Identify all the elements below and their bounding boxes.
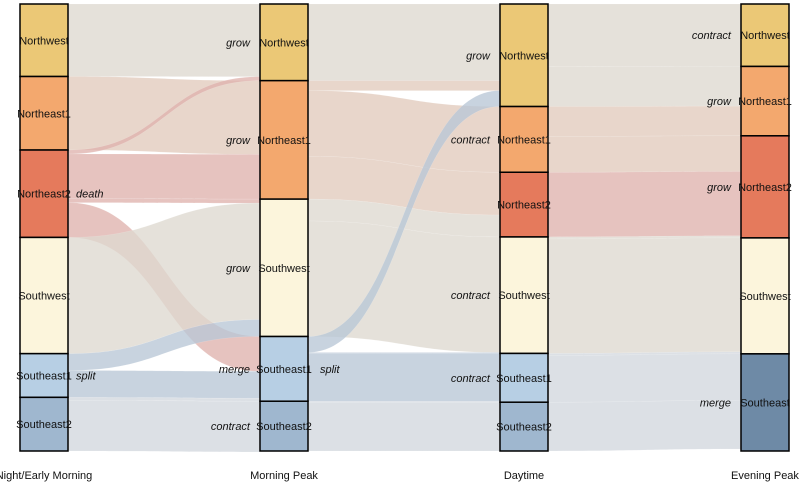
stage-label-daytime: Daytime: [504, 470, 544, 482]
node-morning-peak-southeast1: [259, 335, 309, 402]
node-label-daytime-northeast2: Northeast2: [497, 200, 551, 212]
node-night-early-morning-southeast1: [19, 352, 69, 399]
event-label-contract-southwest-stage-3: contract: [451, 290, 491, 302]
node-morning-peak-northeast1: [259, 79, 309, 200]
node-label-night-early-morning-northeast2: Northeast2: [17, 189, 71, 201]
node-night-early-morning-northeast1: [19, 75, 69, 151]
nodes-layer: [19, 3, 790, 452]
node-morning-peak-southwest: [259, 198, 309, 338]
node-label-morning-peak-northeast1: Northeast1: [257, 135, 311, 147]
node-evening-peak-southeast: [740, 353, 790, 452]
flow-southeast1-to-southeast-stage-3: [547, 353, 742, 403]
node-evening-peak-northeast1: [740, 65, 790, 137]
node-night-early-morning-southeast2: [19, 396, 69, 452]
flow-northeast1-to-northeast1-stage-3: [547, 105, 742, 137]
node-label-evening-peak-northeast2: Northeast2: [738, 182, 792, 194]
event-label-death-northeast2-stage-1: death: [76, 189, 104, 201]
node-label-morning-peak-northwest: Northwest: [259, 37, 309, 49]
node-night-early-morning-southwest: [19, 236, 69, 355]
node-label-night-early-morning-southwest: Southwest: [18, 291, 69, 303]
flow-southeast2-to-southeast2-stage-1: [67, 400, 261, 453]
node-label-morning-peak-southwest: Southwest: [258, 263, 309, 275]
node-label-evening-peak-northwest: Northwest: [740, 30, 790, 42]
flow-southwest-to-southwest-stage-3: [547, 237, 742, 354]
node-daytime-southeast1: [499, 352, 549, 403]
node-label-daytime-southeast1: Southeast1: [496, 373, 552, 385]
event-label-grow-northeast1-stage-4: grow: [707, 96, 732, 108]
node-night-early-morning-northeast2: [19, 149, 69, 239]
event-label-grow-northeast1-stage-2: grow: [226, 135, 251, 147]
node-label-evening-peak-southwest: Southwest: [739, 291, 790, 303]
node-daytime-southeast2: [499, 401, 549, 452]
node-morning-peak-southeast2: [259, 400, 309, 452]
labels-layer: Northwest Northeast1 Northeast2 Southwest So…: [0, 30, 799, 482]
event-label-grow-northwest-stage-3: grow: [466, 50, 491, 62]
event-label-merge-southeast-stage-4: merge: [700, 397, 731, 409]
stage-label-evening-peak: Evening Peak: [731, 470, 799, 482]
flow-northeast1-to-northwest-stage-2: [307, 80, 501, 91]
event-label-merge-southeast1-stage-2: merge: [219, 364, 250, 376]
event-label-grow-southwest-stage-2: grow: [226, 263, 251, 275]
node-daytime-northwest: [499, 3, 549, 108]
node-label-night-early-morning-southeast1: Southeast1: [16, 371, 72, 383]
node-daytime-southwest: [499, 236, 549, 355]
node-label-daytime-northeast1: Northeast1: [497, 134, 551, 146]
flows-layer: [67, 3, 742, 453]
stage-label-morning-peak: Morning Peak: [250, 470, 318, 482]
event-label-contract-northeast1-stage-3: contract: [451, 134, 491, 146]
event-label-grow-northwest-stage-2: grow: [226, 37, 251, 49]
event-label-contract-southeast1-stage-3: contract: [451, 373, 491, 385]
flow-northeast1-to-northeast2-stage-3: [547, 135, 742, 173]
node-label-night-early-morning-southeast2: Southeast2: [16, 419, 72, 431]
node-label-daytime-southeast2: Southeast2: [496, 422, 552, 434]
stage-label-night-early-morning: Night/Early Morning: [0, 470, 92, 482]
node-label-morning-peak-southeast2: Southeast2: [256, 421, 312, 433]
node-morning-peak-northwest: [259, 3, 309, 82]
node-label-evening-peak-southeast: Southeast: [740, 397, 790, 409]
event-label-contract-northwest-stage-4: contract: [692, 30, 732, 42]
node-daytime-northeast1: [499, 105, 549, 173]
event-label-split-southeast1-stage-2: split: [320, 364, 341, 376]
event-label-contract-southeast2-stage-2: contract: [211, 421, 251, 433]
flow-northwest-to-northwest-stage-2: [307, 3, 501, 81]
node-daytime-northeast2: [499, 171, 549, 238]
node-label-morning-peak-southeast1: Southeast1: [256, 364, 312, 376]
event-label-grow-northeast2-stage-4: grow: [707, 182, 732, 194]
node-label-night-early-morning-northwest: Northwest: [19, 35, 69, 47]
node-label-night-early-morning-northeast1: Northeast1: [17, 108, 71, 120]
flow-southeast2-to-southeast2-stage-2: [307, 402, 501, 452]
node-label-daytime-southwest: Southwest: [498, 290, 549, 302]
event-label-split-southeast1-stage-1: split: [76, 371, 97, 383]
node-label-daytime-northwest: Northwest: [499, 50, 549, 62]
node-label-evening-peak-northeast1: Northeast1: [738, 96, 792, 108]
